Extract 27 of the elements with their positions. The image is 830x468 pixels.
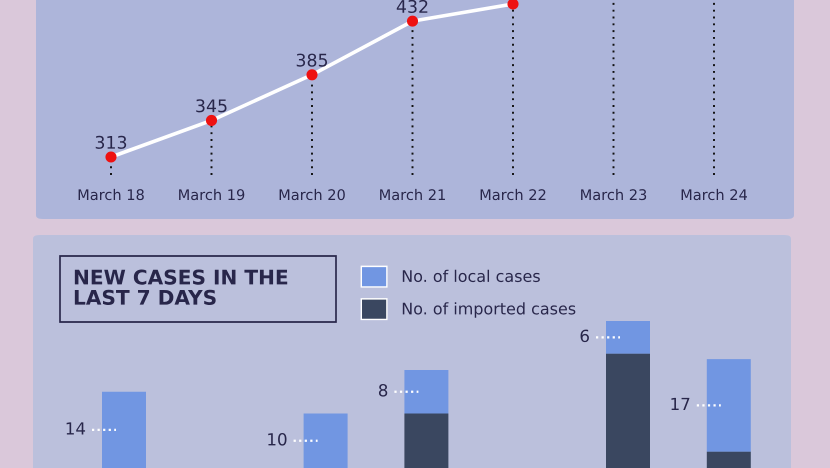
x-tick-label: March 19 <box>179 188 244 200</box>
x-tick-label: March 21 <box>380 188 445 200</box>
data-label: 385 <box>296 54 328 67</box>
bar <box>102 392 146 468</box>
legend-label: No. of imported cases <box>402 302 576 318</box>
bar <box>606 354 650 468</box>
data-label: 6 <box>580 330 589 342</box>
data-label: 345 <box>196 99 227 112</box>
chart-title: NEW CASES IN THE LAST 7 DAYS <box>74 269 288 305</box>
data-label: 17 <box>671 398 690 410</box>
x-tick-label: March 24 <box>682 188 747 200</box>
data-label: 14 <box>66 422 86 434</box>
data-label: 432 <box>396 0 428 14</box>
data-label: 10 <box>268 433 286 446</box>
x-tick-label: March 22 <box>480 188 546 200</box>
x-tick-label: March 18 <box>78 188 144 200</box>
bar <box>706 359 751 452</box>
data-label: 313 <box>96 136 126 149</box>
data-label: 8 <box>378 384 388 397</box>
bar <box>404 370 448 414</box>
bar <box>304 414 348 468</box>
bar <box>606 321 650 354</box>
x-tick-label: March 20 <box>280 188 345 200</box>
legend-label: No. of local cases <box>402 270 540 282</box>
x-tick-label: March 23 <box>581 188 646 200</box>
bar <box>706 452 751 468</box>
bar <box>404 414 448 468</box>
